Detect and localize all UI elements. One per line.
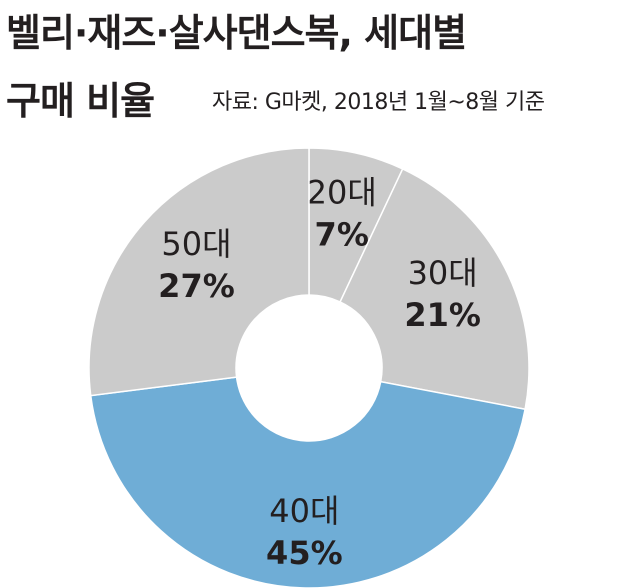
slice-label-40s: 40대 [269, 492, 339, 530]
chart-title-line-2: 구매 비율 [6, 79, 155, 123]
slice-30s [339, 167, 530, 411]
slice-label-50s: 50대 [161, 225, 231, 263]
chart-source-note: 자료: G마켓, 2018년 1월~8월 기준 [212, 90, 545, 115]
slice-label-30s: 30대 [408, 254, 478, 292]
slice-value-30s: 21% [404, 296, 481, 334]
slice-label-20s: 20대 [307, 174, 377, 212]
slice-value-20s: 7% [315, 216, 369, 254]
slice-50s [88, 147, 310, 397]
slice-value-50s: 27% [158, 267, 235, 305]
chart-title-line-1: 벨리·재즈·살사댄스복, 세대별 [6, 11, 467, 55]
slice-40s [89, 376, 526, 588]
slice-value-40s: 45% [266, 534, 343, 572]
